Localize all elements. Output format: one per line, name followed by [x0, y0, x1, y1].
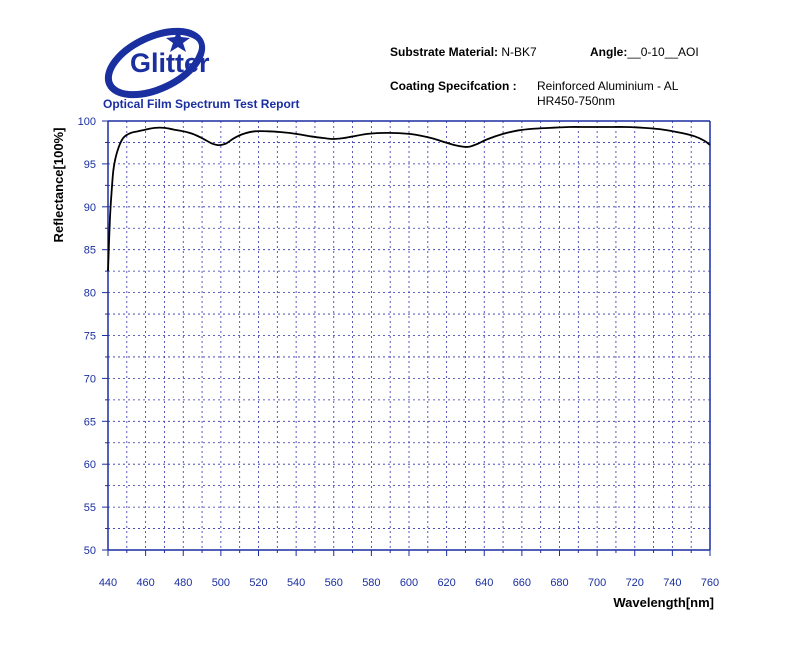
coating-label: Coating Specifcation : — [390, 79, 517, 93]
y-tick-label: 75 — [84, 331, 96, 343]
report-subtitle: Optical Film Spectrum Test Report — [103, 97, 300, 111]
angle-info: Angle:__0-10__AOI — [590, 45, 699, 59]
angle-label: Angle: — [590, 45, 628, 59]
y-tick-label: 100 — [78, 116, 96, 128]
x-tick-label: 480 — [174, 577, 192, 589]
substrate-label: Substrate Material: — [390, 45, 499, 59]
logo-text: Glitter — [130, 48, 210, 78]
y-tick-label: 60 — [84, 459, 96, 471]
x-tick-label: 720 — [626, 577, 644, 589]
x-axis-title: Wavelength[nm] — [613, 595, 714, 610]
x-tick-label: 740 — [663, 577, 681, 589]
x-tick-label: 640 — [475, 577, 493, 589]
x-tick-label: 540 — [287, 577, 305, 589]
x-tick-label: 520 — [249, 577, 267, 589]
angle-value: __0-10__AOI — [627, 45, 699, 59]
substrate-info: Substrate Material: N-BK7 — [390, 45, 537, 59]
y-tick-label: 70 — [84, 373, 96, 385]
x-tick-label: 440 — [99, 577, 117, 589]
substrate-value: N-BK7 — [501, 45, 537, 59]
reflectance-curve — [107, 126, 711, 272]
chart-grid — [107, 120, 711, 551]
x-tick-label: 560 — [325, 577, 343, 589]
coating-line-2: HR450-750nm — [537, 94, 616, 108]
x-tick-label: 620 — [437, 577, 455, 589]
y-tick-label: 95 — [84, 159, 96, 171]
x-tick-label: 500 — [212, 577, 230, 589]
y-tick-label: 65 — [84, 416, 96, 428]
x-tick-label: 680 — [550, 577, 568, 589]
y-tick-label: 80 — [84, 288, 96, 300]
chart-ticks — [102, 120, 711, 556]
glitter-logo: Glitter — [104, 27, 210, 99]
x-tick-label: 760 — [701, 577, 719, 589]
y-tick-labels: 50 55 60 65 70 75 80 85 90 95 100 — [78, 116, 96, 557]
x-tick-label: 660 — [513, 577, 531, 589]
coating-line-1: Reinforced Aluminium - AL — [537, 79, 679, 93]
x-tick-label: 460 — [136, 577, 154, 589]
y-axis-title: Reflectance[100%] — [51, 128, 66, 243]
x-tick-label: 580 — [362, 577, 380, 589]
y-tick-label: 90 — [84, 202, 96, 214]
x-tick-label: 600 — [400, 577, 418, 589]
y-tick-label: 85 — [84, 245, 96, 257]
x-tick-label: 700 — [588, 577, 606, 589]
x-tick-labels: 440 460 480 500 520 540 560 580 600 620 640 660 680 7… — [99, 577, 719, 589]
y-tick-label: 55 — [84, 502, 96, 514]
y-tick-label: 50 — [84, 545, 96, 557]
